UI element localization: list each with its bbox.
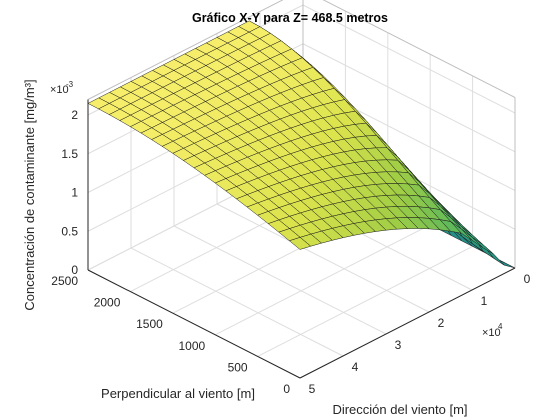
z-axis-label-text: Concentración de contaminante [mg/m³]	[22, 79, 37, 310]
y-tick-label: 0	[283, 382, 290, 396]
grid-line	[214, 224, 431, 336]
grid-line	[130, 247, 344, 357]
x-tick-label: 3	[395, 338, 402, 352]
x-axis-label: Dirección del viento [m]	[332, 402, 467, 417]
x-tick-label: 5	[309, 382, 316, 396]
chart-title: Gráfico X-Y para Z= 468.5 metros	[192, 11, 388, 25]
y-tick-label: 500	[228, 360, 248, 374]
grid-line	[257, 245, 473, 357]
grid-line	[173, 225, 387, 335]
surface-patch	[288, 237, 312, 250]
x-multiplier: ×10 4	[482, 322, 503, 339]
z-multiplier: ×10 -3	[50, 80, 74, 96]
x-tick-label: 4	[352, 360, 359, 374]
y-tick-label: 1000	[178, 339, 205, 353]
box-edge	[322, 0, 516, 98]
z-axis-label: Concentración de contaminante [mg/m³]	[22, 79, 37, 310]
z-multiplier-exp: -3	[66, 80, 74, 89]
axes-edges	[87, 99, 516, 379]
x-axis-line	[299, 267, 516, 379]
z-tick-label: 2	[71, 108, 78, 122]
grid-line	[302, 4, 516, 114]
x-tick-label: 1	[481, 294, 488, 308]
x-multiplier-exp: 4	[498, 322, 503, 331]
y-axis-label: Perpendicular al viento [m]	[101, 386, 255, 401]
x-tick-label: 0	[524, 272, 531, 286]
z-tick-label: 1.5	[61, 147, 78, 161]
surface-plot	[87, 20, 516, 269]
grid-line	[302, 43, 516, 153]
y-tick-label: 1500	[136, 317, 163, 331]
y-axis-line	[87, 269, 301, 379]
x-tick-label: 2	[438, 316, 445, 330]
y-tick-label: 2000	[94, 296, 121, 310]
z-tick-label: 0.5	[61, 224, 78, 238]
x-multiplier-base: ×10	[482, 327, 501, 339]
z-tick-label: 0	[71, 263, 78, 277]
z-tick-label: 1	[71, 186, 78, 200]
z-multiplier-base: ×10	[50, 84, 69, 96]
y-tick-label: 2500	[51, 274, 78, 288]
box-edge	[87, 0, 284, 100]
grid-line	[216, 203, 430, 313]
